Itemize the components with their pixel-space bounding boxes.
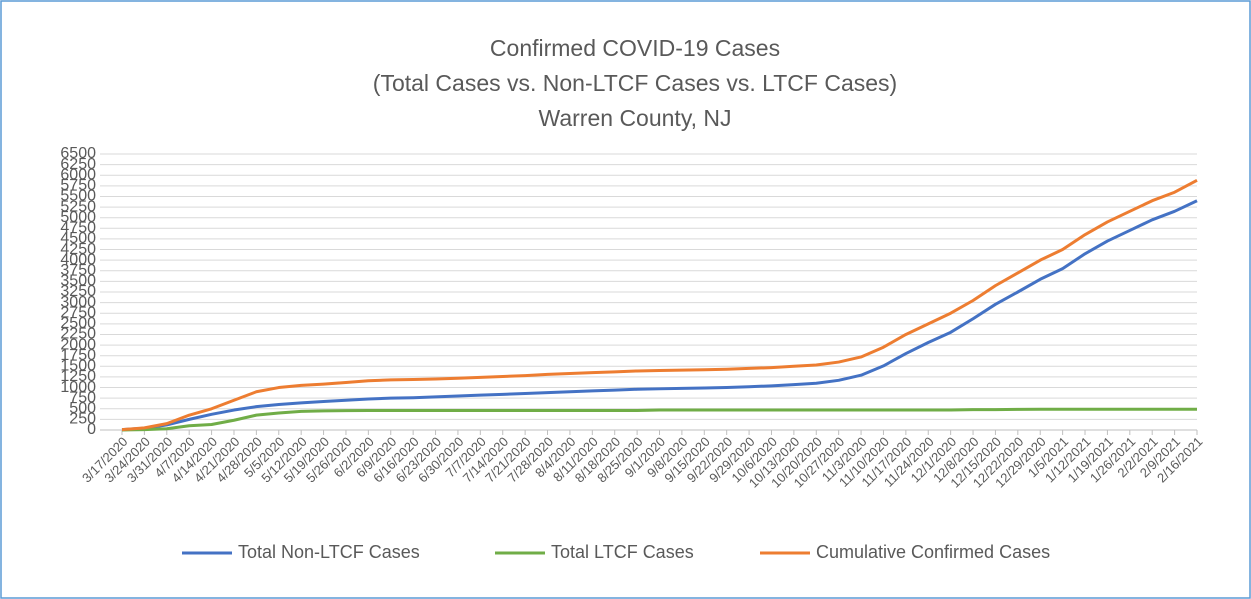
y-tick-label: 4250 [60,241,96,258]
y-tick-label: 5000 [60,209,96,226]
y-tick-label: 6250 [60,156,96,173]
y-tick-label: 2500 [60,315,96,332]
y-tick-label: 750 [69,389,96,406]
y-tick-label: 0 [87,421,96,438]
legend-label: Cumulative Confirmed Cases [816,542,1050,562]
legend-label: Total Non-LTCF Cases [238,542,420,562]
y-tick-label: 3000 [60,294,96,311]
y-tick-label: 4000 [60,251,96,268]
y-tick-label: 5250 [60,198,96,215]
y-tick-label: 500 [69,400,96,417]
chart-title: Warren County, NJ [539,105,732,131]
y-tick-label: 250 [69,411,96,428]
y-tick-label: 5500 [60,188,96,205]
y-tick-label: 5750 [60,177,96,194]
y-tick-label: 6000 [60,166,96,183]
chart-title: Confirmed COVID-19 Cases [490,35,780,61]
y-tick-label: 2250 [60,326,96,343]
y-tick-label: 4750 [60,220,96,237]
y-tick-label: 1250 [60,368,96,385]
y-tick-label: 1750 [60,347,96,364]
series-line [121,407,1197,432]
series-line [121,199,1198,432]
y-tick-label: 6500 [60,145,96,162]
legend-label: Total LTCF Cases [551,542,694,562]
chart-title: (Total Cases vs. Non-LTCF Cases vs. LTCF… [373,70,897,96]
y-tick-label: 2750 [60,304,96,321]
y-tick-label: 3250 [60,283,96,300]
series-line [121,179,1198,432]
y-tick-label: 3500 [60,273,96,290]
y-tick-label: 1500 [60,358,96,375]
y-tick-label: 1000 [60,379,96,396]
y-tick-label: 3750 [60,262,96,279]
y-tick-label: 4500 [60,230,96,247]
y-tick-label: 2000 [60,336,96,353]
